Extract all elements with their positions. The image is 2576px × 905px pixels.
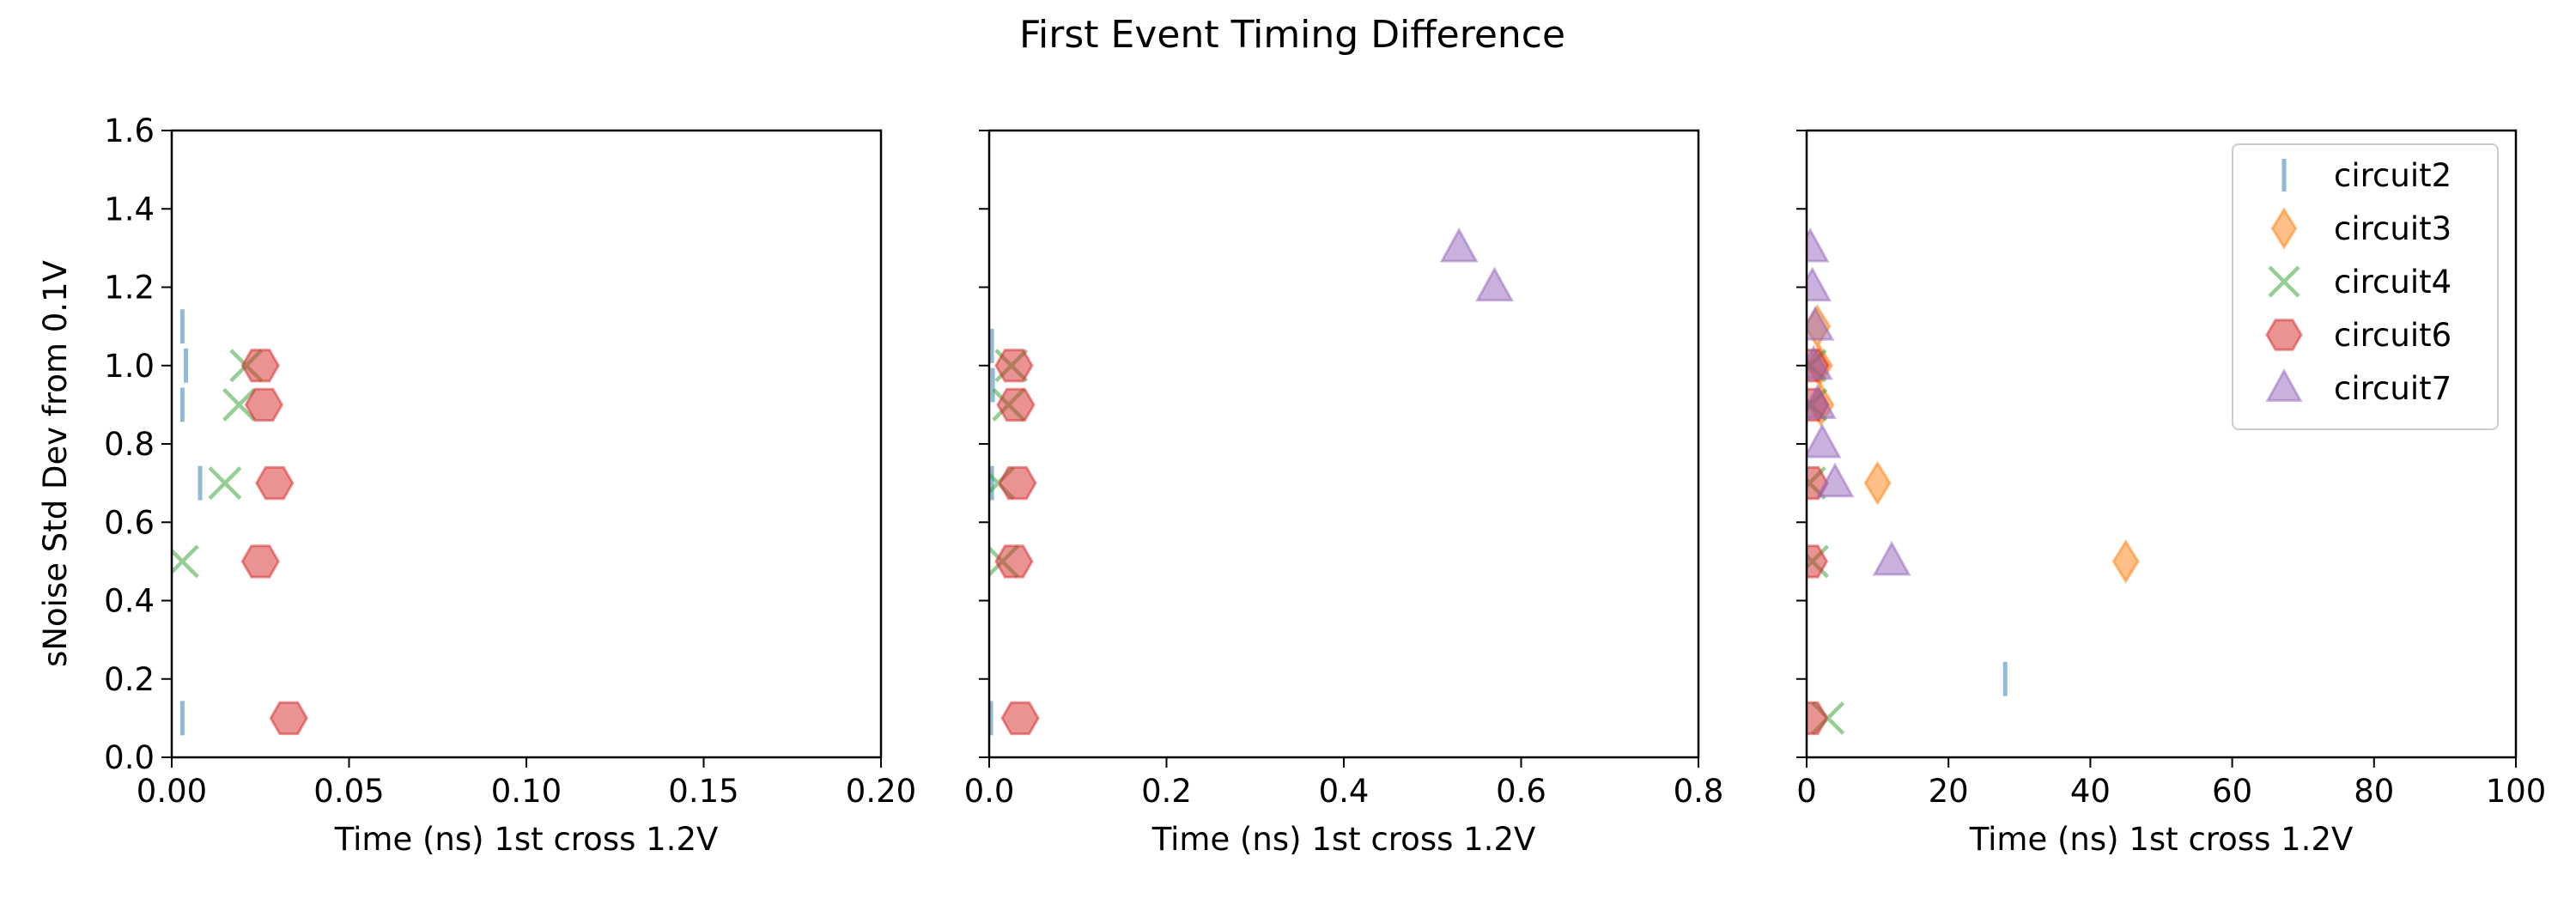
panel-3: 0 20 40 60 80 100 Time (ns) 1st cross 1.2V circ…	[1796, 129, 2547, 858]
panel-2: 0.0 0.2 0.4 0.6 0.8 Time (ns) 1st cross 1.2V	[964, 129, 1724, 858]
data-points	[172, 309, 309, 736]
x-tick-label: 0.20	[846, 773, 916, 810]
point-circuit7	[1807, 306, 1835, 341]
legend-label: circuit4	[2334, 264, 2451, 301]
x-tick-label: 20	[1929, 773, 1969, 810]
x-tick-label: 0.0	[964, 773, 1015, 810]
legend-marker-circuit6	[2265, 319, 2303, 351]
legend-marker-circuit4	[2268, 265, 2300, 298]
axes-frame	[170, 129, 883, 759]
point-circuit7	[1807, 227, 1830, 263]
point-circuit6	[1807, 544, 1829, 579]
x-tick-label: 0.15	[668, 773, 738, 810]
point-circuit6	[240, 349, 281, 383]
legend-marker-circuit3	[2270, 207, 2298, 250]
legend-marker-circuit7	[2265, 367, 2303, 402]
y-axis-label: sNoise Std Dev from 0.1V	[37, 260, 74, 667]
x-tick-label: 0.6	[1496, 773, 1546, 810]
x-tick-label: 0.10	[491, 773, 562, 810]
point-circuit7	[1807, 422, 1842, 459]
y-tick-label: 0.6	[104, 504, 155, 541]
point-circuit6	[244, 387, 284, 422]
point-circuit7	[1475, 266, 1515, 302]
point-circuit7	[1807, 384, 1837, 419]
legend-box	[2232, 143, 2499, 430]
chart-title: First Event Timing Difference	[1019, 13, 1565, 57]
y-tick-label: 1.4	[104, 191, 155, 228]
y-tick-label: 1.2	[104, 270, 155, 307]
x-tick-label: 0	[1796, 773, 1817, 810]
x-tick-label: 0.4	[1319, 773, 1370, 810]
point-circuit6	[998, 465, 1037, 501]
x-axis-label: Time (ns) 1st cross 1.2V	[1969, 821, 2354, 858]
legend-label: circuit6	[2334, 317, 2451, 354]
point-circuit3	[2111, 538, 2140, 584]
data-points	[1807, 227, 2140, 736]
legend-label: circuit7	[2334, 370, 2451, 407]
axes-frame	[987, 129, 1700, 759]
y-tick-label: 0.2	[104, 661, 155, 698]
point-circuit6	[1807, 701, 1829, 736]
point-circuit7	[1439, 227, 1479, 263]
x-tick-label: 0.8	[1674, 773, 1724, 810]
legend-label: circuit3	[2334, 210, 2451, 247]
point-circuit6	[994, 349, 1034, 383]
legend: circuit2 circuit3 circuit4 circuit6 circuit7	[2232, 143, 2499, 430]
y-tick-label: 0.8	[104, 426, 155, 463]
y-tick-label: 1.0	[104, 348, 155, 385]
point-circuit7	[1807, 344, 1833, 380]
x-tick-label: 40	[2070, 773, 2111, 810]
point-circuit6	[240, 544, 281, 579]
y-tick-label: 0.4	[104, 583, 155, 620]
point-circuit4	[222, 387, 256, 422]
x-tick-label: 0.2	[1141, 773, 1192, 810]
x-tick-label: 0.05	[313, 773, 384, 810]
x-tick-label: 0.00	[137, 773, 207, 810]
axes-frame	[1805, 129, 2518, 759]
y-tick-label: 0.0	[104, 739, 155, 776]
point-circuit6	[1000, 701, 1040, 736]
x-tick-label: 100	[2486, 773, 2547, 810]
point-circuit7	[1815, 462, 1855, 498]
point-circuit7	[1872, 540, 1911, 576]
point-circuit6	[996, 387, 1036, 422]
data-points	[989, 227, 1515, 736]
x-tick-label: 80	[2354, 773, 2394, 810]
panel-1: 0.0 0.2 0.4 0.6 0.8 1.0 1.2 1.4 1.6 0.00 0.05 0.10 0…	[104, 112, 916, 858]
point-circuit6	[994, 544, 1034, 579]
legend-label: circuit2	[2334, 157, 2451, 194]
point-circuit3	[1863, 460, 1892, 506]
point-circuit7	[1807, 266, 1832, 302]
point-circuit4	[208, 466, 242, 501]
point-circuit6	[255, 465, 295, 501]
y-tick-label: 1.6	[104, 112, 155, 149]
point-circuit6	[269, 701, 309, 736]
x-axis-label: Time (ns) 1st cross 1.2V	[1151, 821, 1536, 858]
x-tick-label: 60	[2212, 773, 2252, 810]
x-axis-label: Time (ns) 1st cross 1.2V	[334, 821, 719, 858]
